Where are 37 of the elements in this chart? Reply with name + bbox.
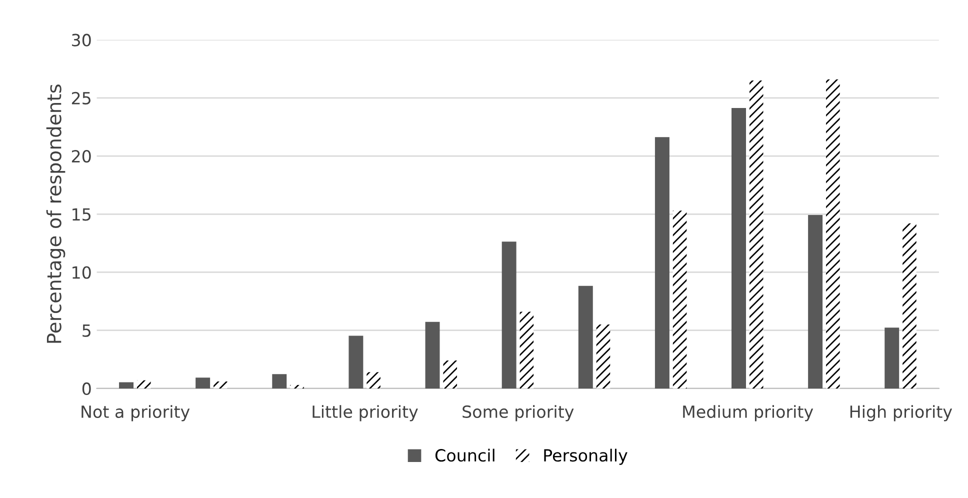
x-tick-label: Not a priority (82, 405, 190, 422)
y-tick-label: 25 (72, 92, 90, 105)
bar (578, 286, 593, 388)
bar (732, 108, 746, 388)
y-axis-title: Percentage of respondents (46, 84, 66, 343)
x-tick-label: High priority (850, 405, 952, 422)
y-tick-label: 15 (72, 208, 90, 221)
bar (136, 380, 151, 388)
y-tick-label: 20 (72, 150, 91, 163)
bar (596, 324, 610, 388)
bar (443, 360, 458, 388)
bar (272, 374, 287, 388)
bar (425, 322, 440, 388)
bar (826, 79, 840, 388)
x-tick-label: Little priority (312, 405, 418, 422)
bar (366, 372, 380, 388)
bar (119, 382, 134, 388)
bar (884, 328, 900, 388)
y-tick-label: 30 (72, 34, 91, 46)
bar (348, 336, 364, 388)
x-tick-label: Some priority (462, 405, 574, 422)
y-tick-label: 0 (82, 382, 91, 396)
bar (672, 210, 687, 388)
bar (520, 312, 534, 388)
y-tick-label: 5 (82, 324, 90, 337)
bar (808, 214, 823, 388)
y-tick-label: 10 (72, 266, 91, 279)
bar (654, 137, 670, 388)
x-tick-label: Medium priority (683, 405, 814, 422)
bar (749, 80, 764, 388)
bar (214, 381, 228, 388)
legend-label: Personally (544, 448, 628, 465)
bar (502, 242, 516, 388)
bar (902, 223, 916, 388)
legend-label: Council (435, 448, 494, 462)
bar (290, 384, 304, 388)
bar (196, 378, 210, 388)
